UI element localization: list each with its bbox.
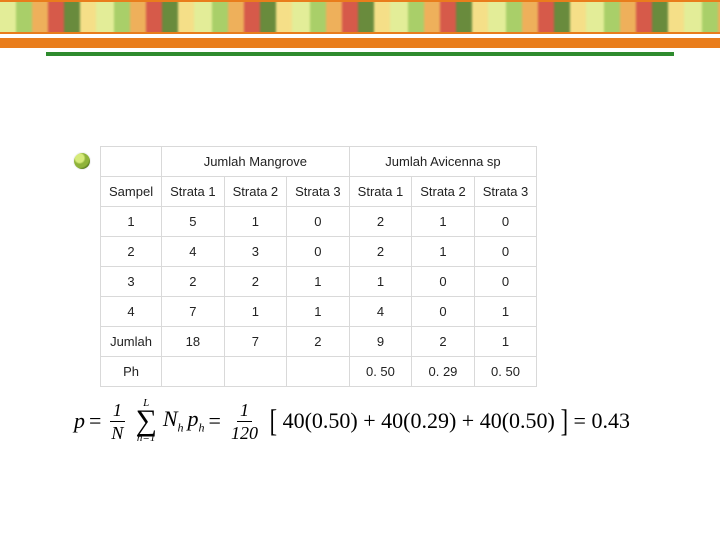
cell: 0 <box>287 207 350 237</box>
ph-blank-a <box>162 357 225 387</box>
term-N-sub: h <box>178 421 184 435</box>
table-row: 2430210 <box>101 237 537 267</box>
total-c: 2 <box>287 327 350 357</box>
formula-eq1: = <box>89 408 101 434</box>
cell: 2 <box>162 267 225 297</box>
sigma: L ∑ h=1 <box>135 398 156 444</box>
cell: 0 <box>474 237 537 267</box>
ph-e: 0. 29 <box>412 357 475 387</box>
ph-f: 0. 50 <box>474 357 537 387</box>
cell: 1 <box>474 297 537 327</box>
cell: 4 <box>349 297 412 327</box>
decor-strip-texture <box>0 0 720 34</box>
col-strata3-a: Strata 3 <box>287 177 350 207</box>
cell: 1 <box>349 267 412 297</box>
term-Nh: Nh <box>163 406 184 435</box>
ph-blank-c <box>287 357 350 387</box>
ph-blank-b <box>224 357 287 387</box>
row-sampel: 4 <box>101 297 162 327</box>
total-label: Jumlah <box>101 327 162 357</box>
frac1-num: 1 <box>110 401 125 422</box>
cell: 5 <box>162 207 225 237</box>
cell: 3 <box>224 237 287 267</box>
right-bracket: ] <box>560 411 567 430</box>
col-strata3-b: Strata 3 <box>474 177 537 207</box>
total-e: 2 <box>412 327 475 357</box>
term-p: p <box>188 406 199 431</box>
total-a: 18 <box>162 327 225 357</box>
cell: 0 <box>412 267 475 297</box>
decor-top-strip <box>0 0 720 34</box>
frac2-den: 120 <box>228 422 261 442</box>
sigma-bot: h=1 <box>137 433 155 444</box>
row-sampel: 3 <box>101 267 162 297</box>
bullet-icon <box>74 153 90 169</box>
data-table: Jumlah Mangrove Jumlah Avicenna sp Sampe… <box>100 146 537 387</box>
col-strata2-b: Strata 2 <box>412 177 475 207</box>
term-p-sub: h <box>199 421 205 435</box>
col-strata1-b: Strata 1 <box>349 177 412 207</box>
table-header-row: Sampel Strata 1 Strata 2 Strata 3 Strata… <box>101 177 537 207</box>
cell: 1 <box>412 207 475 237</box>
table-row: 3221100 <box>101 267 537 297</box>
col-strata2-a: Strata 2 <box>224 177 287 207</box>
sigma-icon: ∑ <box>135 409 156 433</box>
ph-label: Ph <box>101 357 162 387</box>
cell: 4 <box>162 237 225 267</box>
ph-d: 0. 50 <box>349 357 412 387</box>
table-ph-row: Ph 0. 50 0. 29 0. 50 <box>101 357 537 387</box>
cell: 7 <box>162 297 225 327</box>
col-sampel: Sampel <box>101 177 162 207</box>
decor-green-rule <box>46 52 674 56</box>
cell: 2 <box>349 237 412 267</box>
cell: 1 <box>287 267 350 297</box>
row-sampel: 1 <box>101 207 162 237</box>
cell: 1 <box>412 237 475 267</box>
decor-orange-bar <box>0 38 720 48</box>
cell: 2 <box>349 207 412 237</box>
frac1-den: N <box>108 422 126 442</box>
total-f: 1 <box>474 327 537 357</box>
frac-1-over-120: 1 120 <box>228 401 261 442</box>
total-d: 9 <box>349 327 412 357</box>
cell: 0 <box>474 267 537 297</box>
slide: Jumlah Mangrove Jumlah Avicenna sp Sampe… <box>0 0 720 540</box>
term-ph: ph <box>188 406 205 435</box>
table-row: 1510210 <box>101 207 537 237</box>
table-row: 4711401 <box>101 297 537 327</box>
cell: 1 <box>224 297 287 327</box>
total-b: 7 <box>224 327 287 357</box>
cell: 0 <box>412 297 475 327</box>
cell: 0 <box>474 207 537 237</box>
formula-result: = 0.43 <box>574 408 630 434</box>
left-bracket: [ <box>270 411 277 430</box>
table-corner-blank <box>101 147 162 177</box>
frac-1-over-N: 1 N <box>108 401 126 442</box>
cell: 1 <box>287 297 350 327</box>
formula-lhs: p <box>74 408 85 434</box>
table-total-row: Jumlah 18 7 2 9 2 1 <box>101 327 537 357</box>
cell: 2 <box>224 267 287 297</box>
formula: p = 1 N L ∑ h=1 Nh ph = 1 120 [ 40(0.50)… <box>74 398 630 444</box>
frac2-num: 1 <box>237 401 252 422</box>
cell: 1 <box>224 207 287 237</box>
cell: 0 <box>287 237 350 267</box>
term-N: N <box>163 406 178 431</box>
table-header-group-row: Jumlah Mangrove Jumlah Avicenna sp <box>101 147 537 177</box>
header-group-avicenna: Jumlah Avicenna sp <box>349 147 537 177</box>
header-group-mangrove: Jumlah Mangrove <box>162 147 350 177</box>
col-strata1-a: Strata 1 <box>162 177 225 207</box>
formula-inside: 40(0.50) + 40(0.29) + 40(0.50) <box>283 408 555 434</box>
row-sampel: 2 <box>101 237 162 267</box>
formula-eq2: = <box>209 408 221 434</box>
